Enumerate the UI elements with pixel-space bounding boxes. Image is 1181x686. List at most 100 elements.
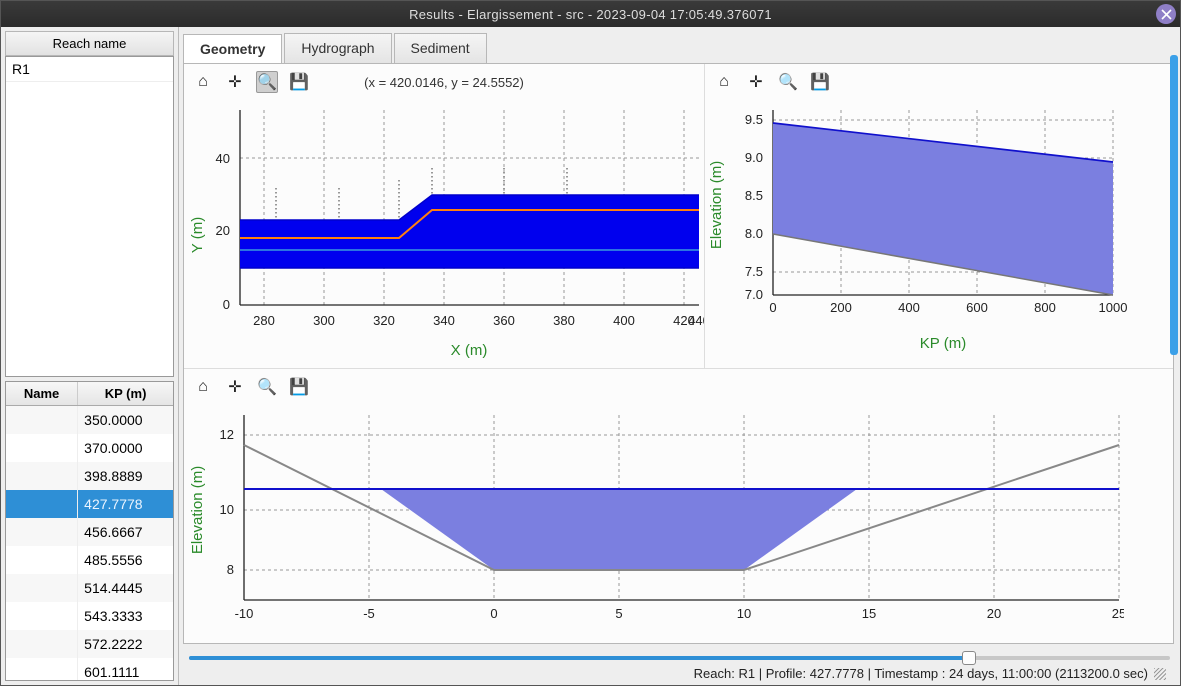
save-icon-xy[interactable]: 💾 <box>288 71 310 93</box>
kp-table-header: Name KP (m) <box>6 382 173 406</box>
right-content: Geometry Hydrograph Sediment ⌂ ✛ 🔍 💾 (x … <box>179 27 1180 685</box>
kp-row-name-2[interactable] <box>6 462 78 490</box>
kp-row-value-4[interactable]: 456.6667 <box>78 518 173 546</box>
svg-text:440: 440 <box>688 313 704 328</box>
reach-name-header: Reach name <box>5 31 174 56</box>
pan-icon-xy[interactable]: ✛ <box>224 71 246 93</box>
kp-table: Name KP (m) 350.0000 370.0000 398.8889 427.… <box>5 381 174 681</box>
svg-text:340: 340 <box>433 313 455 328</box>
tab-sediment[interactable]: Sediment <box>394 33 487 63</box>
resize-grip-icon[interactable] <box>1154 668 1166 680</box>
zoom-icon-xy[interactable]: 🔍 <box>256 71 278 93</box>
kp-row-6[interactable]: 514.4445 <box>6 574 173 602</box>
kp-row-8[interactable]: 572.2222 <box>6 630 173 658</box>
kp-row-name-3[interactable] <box>6 490 78 518</box>
geometry-xy-chart-pane: ⌂ ✛ 🔍 💾 (x = 420.0146, y = 24.5552) <box>184 64 705 368</box>
svg-text:400: 400 <box>613 313 635 328</box>
kp-row-value-8[interactable]: 572.2222 <box>78 630 173 658</box>
profile-slider-fill <box>189 656 969 660</box>
kp-row-0[interactable]: 350.0000 <box>6 406 173 434</box>
kp-row-value-5[interactable]: 485.5556 <box>78 546 173 574</box>
left-panel: Reach name R1 Name KP (m) 350.0000 370.00… <box>1 27 179 685</box>
svg-text:300: 300 <box>313 313 335 328</box>
kp-row-value-2[interactable]: 398.8889 <box>78 462 173 490</box>
kp-row-name-6[interactable] <box>6 574 78 602</box>
zoom-icon-kp[interactable]: 🔍 <box>777 71 799 93</box>
kp-row-3[interactable]: 427.7778 <box>6 490 173 518</box>
kp-row-7[interactable]: 543.3333 <box>6 602 173 630</box>
window-title: Results - Elargissement - src - 2023-09-… <box>409 7 772 22</box>
pan-icon-xsec[interactable]: ✛ <box>224 376 246 398</box>
bottom-bar: Reach: R1 | Profile: 427.7778 | Timestam… <box>179 650 1180 685</box>
geometry-tab-content: ⌂ ✛ 🔍 💾 (x = 420.0146, y = 24.5552) <box>183 63 1174 644</box>
profile-slider-handle[interactable] <box>962 651 976 665</box>
svg-text:0: 0 <box>223 297 230 312</box>
kp-row-value-7[interactable]: 543.3333 <box>78 602 173 630</box>
kp-row-value-1[interactable]: 370.0000 <box>78 434 173 462</box>
window-scrollbar-thumb[interactable] <box>1170 55 1178 355</box>
geometry-xy-chart-area[interactable]: 280 300 320 340 360 380 400 420 440 <box>184 100 704 369</box>
cross-section-chart-area[interactable]: -10 -5 0 5 10 15 20 25 12 <box>184 405 1173 643</box>
kp-row-name-0[interactable] <box>6 406 78 434</box>
channel-fill <box>240 195 699 268</box>
zoom-icon-xsec[interactable]: 🔍 <box>256 376 278 398</box>
svg-text:15: 15 <box>862 606 876 621</box>
svg-text:40: 40 <box>216 151 230 166</box>
elevation-kp-chart-area[interactable]: 0 200 400 600 800 1000 9.5 9.0 <box>705 100 1173 369</box>
cross-section-toolbar: ⌂ ✛ 🔍 💾 <box>184 369 1173 405</box>
save-icon-xsec[interactable]: 💾 <box>288 376 310 398</box>
status-bar-text: Reach: R1 | Profile: 427.7778 | Timestam… <box>694 666 1148 681</box>
column-header-kp[interactable]: KP (m) <box>78 382 173 405</box>
kp-row-list: 350.0000 370.0000 398.8889 427.7778 456.6667… <box>6 406 173 680</box>
svg-text:0: 0 <box>490 606 497 621</box>
kp-row-name-4[interactable] <box>6 518 78 546</box>
kp-row-5[interactable]: 485.5556 <box>6 546 173 574</box>
elevation-kp-svg: 0 200 400 600 800 1000 9.5 9.0 <box>705 100 1135 369</box>
reach-list-item[interactable]: R1 <box>6 57 173 82</box>
kp-row-value-9[interactable]: 601.1111 <box>78 658 173 680</box>
kp-row-name-9[interactable] <box>6 658 78 680</box>
svg-text:0: 0 <box>769 300 776 315</box>
svg-text:20: 20 <box>987 606 1001 621</box>
kp-row-1[interactable]: 370.0000 <box>6 434 173 462</box>
window-scrollbar[interactable] <box>1170 55 1178 375</box>
kp-row-name-5[interactable] <box>6 546 78 574</box>
profile-slider-track[interactable] <box>189 656 1170 660</box>
kp-row-name-1[interactable] <box>6 434 78 462</box>
kp-row-value-3[interactable]: 427.7778 <box>78 490 173 518</box>
close-button[interactable] <box>1156 4 1176 24</box>
svg-text:360: 360 <box>493 313 515 328</box>
kp-row-value-0[interactable]: 350.0000 <box>78 406 173 434</box>
title-bar: Results - Elargissement - src - 2023-09-… <box>1 1 1180 27</box>
xy-xlabel: X (m) <box>451 342 488 359</box>
geometry-xy-svg: 280 300 320 340 360 380 400 420 440 <box>184 100 704 369</box>
kp-row-value-6[interactable]: 514.4445 <box>78 574 173 602</box>
svg-text:10: 10 <box>220 502 234 517</box>
kp-row-name-7[interactable] <box>6 602 78 630</box>
kp-row-4[interactable]: 456.6667 <box>6 518 173 546</box>
kp-xlabel: KP (m) <box>920 335 966 352</box>
kp-table-body[interactable]: 350.0000 370.0000 398.8889 427.7778 456.6667… <box>6 406 173 680</box>
svg-text:8.0: 8.0 <box>745 226 763 241</box>
svg-text:-10: -10 <box>235 606 254 621</box>
svg-text:8: 8 <box>227 562 234 577</box>
tab-hydrograph[interactable]: Hydrograph <box>284 33 391 63</box>
home-icon-xsec[interactable]: ⌂ <box>192 376 214 398</box>
kp-row-9[interactable]: 601.1111 <box>6 658 173 680</box>
kp-row-2[interactable]: 398.8889 <box>6 462 173 490</box>
column-header-name[interactable]: Name <box>6 382 78 405</box>
tab-bar: Geometry Hydrograph Sediment <box>183 33 1180 63</box>
save-icon-kp[interactable]: 💾 <box>809 71 831 93</box>
home-icon-xy[interactable]: ⌂ <box>192 71 214 93</box>
home-icon-kp[interactable]: ⌂ <box>713 71 735 93</box>
close-icon <box>1161 9 1172 20</box>
profile-slider-row <box>179 650 1180 664</box>
kp-row-name-8[interactable] <box>6 630 78 658</box>
kp-x-tick-labels: 0 200 400 600 800 1000 <box>769 300 1127 315</box>
svg-text:7.0: 7.0 <box>745 287 763 302</box>
reach-list[interactable]: R1 <box>5 56 174 377</box>
svg-text:25: 25 <box>1112 606 1124 621</box>
cross-section-chart-wrap: ⌂ ✛ 🔍 💾 <box>184 369 1173 643</box>
pan-icon-kp[interactable]: ✛ <box>745 71 767 93</box>
tab-geometry[interactable]: Geometry <box>183 34 282 64</box>
